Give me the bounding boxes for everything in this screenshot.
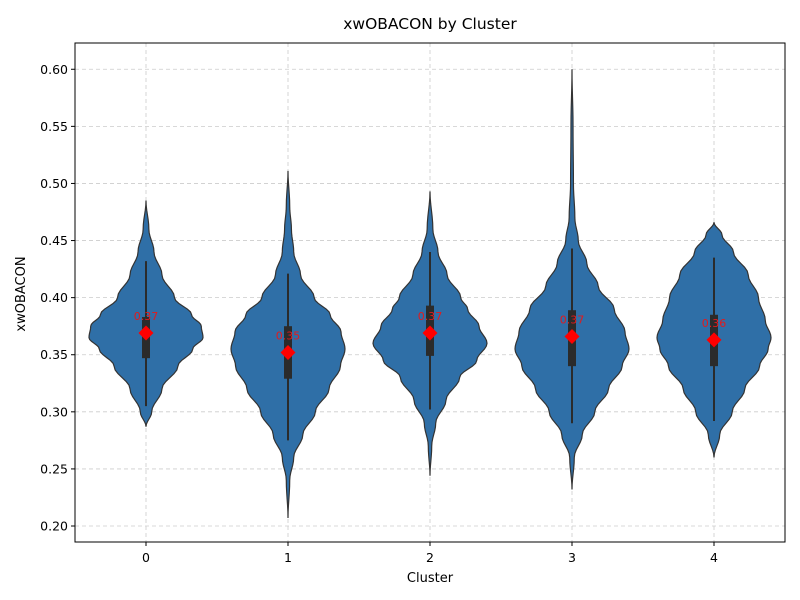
mean-marker [280, 344, 296, 360]
violin-cluster-0: 0.37 [88, 200, 204, 427]
chart-title: xwOBACON by Cluster [343, 15, 517, 33]
mean-marker [706, 332, 722, 348]
y-tick-label: 0.30 [40, 404, 68, 419]
y-tick-label: 0.50 [40, 176, 68, 191]
axes: 0.20 0.25 0.30 0.35 0.40 0.45 0.50 0.55 0.60 0 1 2 3… [40, 42, 786, 565]
y-tick-label: 0.35 [40, 347, 68, 362]
x-tick-label: 1 [284, 550, 292, 565]
violin-cluster-3: 0.37 [514, 69, 630, 490]
violin-cluster-2: 0.37 [372, 191, 488, 476]
y-axis-title: xwOBACON [14, 256, 29, 331]
y-tick-label: 0.25 [40, 461, 68, 476]
mean-marker [564, 328, 580, 344]
mean-label: 0.37 [134, 310, 159, 323]
y-tick-label: 0.40 [40, 290, 68, 305]
mean-marker [138, 325, 154, 341]
x-tick-label: 2 [426, 550, 434, 565]
x-axis-title: Cluster [407, 571, 454, 586]
violins: 0.37 0.35 0.37 0.37 0.36 [88, 69, 772, 519]
mean-label: 0.37 [418, 310, 443, 323]
y-tick-label: 0.20 [40, 519, 68, 534]
x-tick-label: 3 [568, 550, 576, 565]
mean-label: 0.37 [560, 313, 585, 326]
y-tick-label: 0.60 [40, 62, 68, 77]
y-tick-label: 0.55 [40, 119, 68, 134]
y-tick-label: 0.45 [40, 233, 68, 248]
mean-label: 0.35 [276, 329, 301, 342]
violin-cluster-4: 0.36 [656, 222, 772, 458]
mean-marker [422, 325, 438, 341]
mean-label: 0.36 [702, 317, 727, 330]
x-tick-label: 0 [142, 550, 150, 565]
violin-cluster-1: 0.35 [230, 170, 346, 519]
plot-frame [74, 42, 786, 543]
x-tick-label: 4 [710, 550, 718, 565]
